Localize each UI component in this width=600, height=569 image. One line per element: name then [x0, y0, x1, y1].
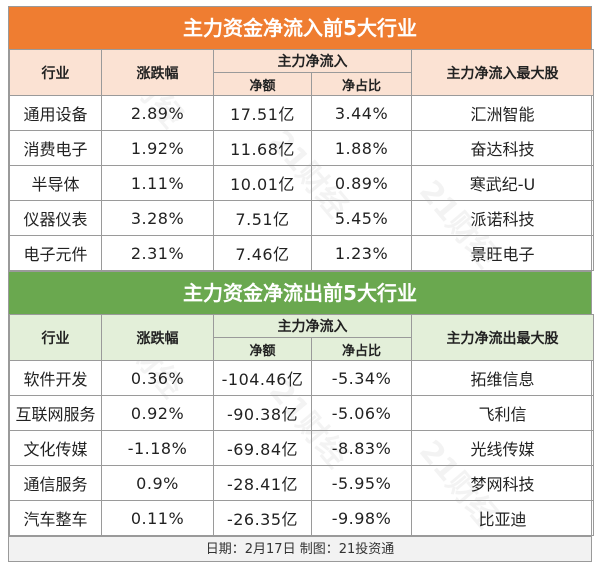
header-change: 涨跌幅	[101, 314, 214, 361]
table-row: 互联网服务 0.92% -90.38亿 -5.06% 飞利信	[9, 395, 594, 431]
header-net: 净额	[213, 337, 312, 361]
inflow-section: 主力资金净流入前5大行业 行业 涨跌幅 主力净流入 主力净流入最大股 净额 净占…	[8, 6, 594, 272]
cell-ratio: -9.98%	[311, 500, 412, 536]
cell-stock: 奋达科技	[411, 130, 594, 166]
cell-net: 11.68亿	[213, 130, 312, 166]
cell-ratio: 3.44%	[311, 95, 412, 131]
cell-ratio: 0.89%	[311, 165, 412, 201]
cell-net: 7.46亿	[213, 235, 312, 271]
table-row: 仪器仪表 3.28% 7.51亿 5.45% 派诺科技	[9, 200, 594, 236]
cell-change: 1.11%	[101, 165, 214, 201]
cell-industry: 通用设备	[9, 95, 102, 131]
outflow-section: 主力资金净流出前5大行业 行业 涨跌幅 主力净流入 主力净流出最大股 净额 净占…	[8, 271, 594, 537]
outflow-title: 主力资金净流出前5大行业	[9, 272, 591, 314]
table-row: 半导体 1.11% 10.01亿 0.89% 寒武纪-U	[9, 165, 594, 201]
cell-change: 2.31%	[101, 235, 214, 271]
cell-stock: 寒武纪-U	[411, 165, 594, 201]
header-change: 涨跌幅	[101, 49, 214, 96]
cell-change: 0.9%	[101, 465, 214, 501]
cell-change: 2.89%	[101, 95, 214, 131]
cell-change: 3.28%	[101, 200, 214, 236]
cell-industry: 通信服务	[9, 465, 102, 501]
outflow-table: 行业 涨跌幅 主力净流入 主力净流出最大股 净额 净占比 软件开发 0.36% …	[9, 314, 594, 536]
cell-ratio: 5.45%	[311, 200, 412, 236]
cell-change: 1.92%	[101, 130, 214, 166]
table-row: 文化传媒 -1.18% -69.84亿 -8.83% 光线传媒	[9, 430, 594, 466]
cell-industry: 半导体	[9, 165, 102, 201]
header-ratio: 净占比	[311, 337, 412, 361]
cell-ratio: 1.23%	[311, 235, 412, 271]
cell-ratio: 1.88%	[311, 130, 412, 166]
cell-industry: 电子元件	[9, 235, 102, 271]
header-industry: 行业	[9, 49, 102, 96]
cell-change: 0.11%	[101, 500, 214, 536]
table-row: 通用设备 2.89% 17.51亿 3.44% 汇洲智能	[9, 95, 594, 131]
cell-change: -1.18%	[101, 430, 214, 466]
cell-industry: 汽车整车	[9, 500, 102, 536]
cell-stock: 汇洲智能	[411, 95, 594, 131]
cell-ratio: -5.34%	[311, 360, 412, 396]
table-row: 软件开发 0.36% -104.46亿 -5.34% 拓维信息	[9, 360, 594, 396]
header-net: 净额	[213, 72, 312, 96]
cell-stock: 拓维信息	[411, 360, 594, 396]
cell-net: 10.01亿	[213, 165, 312, 201]
cell-ratio: -8.83%	[311, 430, 412, 466]
table-row: 消费电子 1.92% 11.68亿 1.88% 奋达科技	[9, 130, 594, 166]
header-stock: 主力净流入最大股	[411, 49, 594, 96]
cell-net: -104.46亿	[213, 360, 312, 396]
cell-net: -69.84亿	[213, 430, 312, 466]
cell-stock: 派诺科技	[411, 200, 594, 236]
cell-industry: 消费电子	[9, 130, 102, 166]
cell-net: 17.51亿	[213, 95, 312, 131]
table-row: 电子元件 2.31% 7.46亿 1.23% 景旺电子	[9, 235, 594, 271]
header-group: 主力净流入	[213, 49, 412, 73]
table-row: 通信服务 0.9% -28.41亿 -5.95% 梦网科技	[9, 465, 594, 501]
inflow-table: 行业 涨跌幅 主力净流入 主力净流入最大股 净额 净占比 通用设备 2.89% …	[9, 49, 594, 271]
cell-ratio: -5.06%	[311, 395, 412, 431]
header-group: 主力净流入	[213, 314, 412, 338]
inflow-title: 主力资金净流入前5大行业	[9, 7, 591, 49]
header-stock: 主力净流出最大股	[411, 314, 594, 361]
cell-stock: 梦网科技	[411, 465, 594, 501]
cell-industry: 互联网服务	[9, 395, 102, 431]
cell-net: -26.35亿	[213, 500, 312, 536]
cell-net: -28.41亿	[213, 465, 312, 501]
cell-stock: 景旺电子	[411, 235, 594, 271]
footer-caption: 日期：2月17日 制图：21投资通	[8, 536, 592, 562]
cell-industry: 仪器仪表	[9, 200, 102, 236]
cell-industry: 文化传媒	[9, 430, 102, 466]
cell-change: 0.36%	[101, 360, 214, 396]
cell-stock: 光线传媒	[411, 430, 594, 466]
header-industry: 行业	[9, 314, 102, 361]
cell-net: 7.51亿	[213, 200, 312, 236]
table-row: 汽车整车 0.11% -26.35亿 -9.98% 比亚迪	[9, 500, 594, 536]
cell-stock: 飞利信	[411, 395, 594, 431]
cell-stock: 比亚迪	[411, 500, 594, 536]
cell-change: 0.92%	[101, 395, 214, 431]
header-ratio: 净占比	[311, 72, 412, 96]
cell-ratio: -5.95%	[311, 465, 412, 501]
cell-net: -90.38亿	[213, 395, 312, 431]
cell-industry: 软件开发	[9, 360, 102, 396]
